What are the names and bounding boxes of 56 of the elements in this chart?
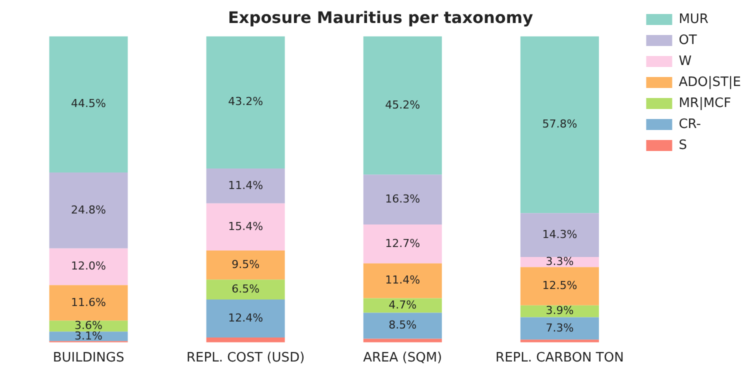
data-label: 11.6% bbox=[71, 296, 106, 309]
legend-label: MUR bbox=[678, 12, 708, 27]
x-tick-label: REPL. COST (USD) bbox=[186, 350, 305, 366]
data-label: 11.4% bbox=[385, 274, 420, 287]
x-tick-label: REPL. CARBON TON bbox=[496, 350, 624, 366]
bar bbox=[520, 267, 599, 306]
bar bbox=[363, 174, 442, 225]
legend-label: ADO|ST|E bbox=[678, 74, 742, 90]
bar bbox=[206, 338, 285, 342]
bar bbox=[520, 317, 599, 340]
bar bbox=[49, 36, 128, 172]
bar bbox=[520, 213, 599, 257]
data-label: 3.3% bbox=[546, 254, 574, 268]
data-label: 12.4% bbox=[228, 311, 264, 324]
data-label: 11.4% bbox=[228, 178, 264, 192]
legend-label: OT bbox=[678, 32, 697, 48]
bar bbox=[363, 338, 442, 342]
bar bbox=[206, 36, 285, 168]
data-label: 44.5% bbox=[71, 97, 106, 110]
chart-title: Exposure Mauritius per taxonomy bbox=[228, 8, 534, 27]
data-label: 4.7% bbox=[388, 298, 417, 312]
bar bbox=[363, 263, 442, 298]
data-label: 12.0% bbox=[71, 260, 106, 273]
bar bbox=[206, 250, 285, 280]
bar bbox=[206, 168, 285, 204]
bar bbox=[206, 300, 285, 338]
data-label: 12.7% bbox=[385, 236, 420, 250]
bar bbox=[363, 36, 442, 175]
legend-label: CR- bbox=[678, 116, 702, 132]
bar bbox=[49, 248, 128, 286]
data-label: 3.9% bbox=[546, 304, 574, 318]
data-label: 45.2% bbox=[385, 98, 420, 112]
data-label: 43.2% bbox=[228, 95, 264, 108]
data-label: 12.5% bbox=[542, 279, 578, 292]
legend-label: W bbox=[678, 54, 692, 69]
data-label: 14.3% bbox=[542, 228, 578, 241]
data-label: 6.5% bbox=[232, 282, 260, 296]
bar bbox=[520, 36, 599, 214]
data-label: 16.3% bbox=[385, 192, 420, 206]
data-label: 24.8% bbox=[71, 203, 106, 216]
data-label: 8.5% bbox=[388, 318, 417, 332]
data-label: 9.5% bbox=[232, 258, 260, 271]
x-tick-label: BUILDINGS bbox=[52, 350, 124, 366]
bar bbox=[206, 280, 285, 300]
bar bbox=[49, 285, 128, 321]
legend-label: MR|MCF bbox=[678, 96, 732, 111]
bar bbox=[520, 340, 599, 342]
legend-label: S bbox=[678, 138, 687, 153]
bar bbox=[49, 172, 128, 248]
data-label: 57.8% bbox=[542, 118, 578, 131]
bar bbox=[363, 224, 442, 264]
bar bbox=[206, 203, 285, 251]
data-label: 7.3% bbox=[546, 321, 574, 334]
data-label: 15.4% bbox=[228, 220, 264, 233]
x-tick-label: AREA (SQM) bbox=[363, 350, 442, 366]
bar bbox=[363, 312, 442, 339]
